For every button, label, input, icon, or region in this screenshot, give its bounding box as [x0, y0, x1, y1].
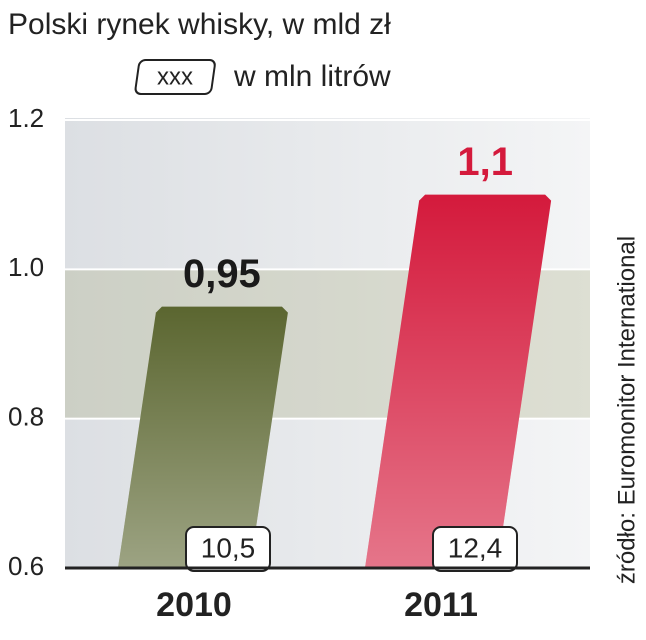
y-tick-label: 0.8: [8, 402, 44, 432]
y-tick-label: 1.2: [8, 103, 44, 133]
y-tick-label: 1.0: [8, 252, 44, 282]
x-tick-label: 2010: [156, 586, 232, 624]
value-label: 0,95: [183, 252, 261, 296]
bar-shade: [365, 194, 552, 568]
volume-badge: [185, 526, 271, 572]
value-label: 1,1: [457, 140, 513, 184]
chart-title: Polski rynek whisky, w mld zł: [8, 8, 391, 41]
volume-label: 12,4: [448, 532, 503, 563]
legend-badge-box: [134, 59, 216, 95]
legend-badge: xxx: [157, 63, 193, 90]
volume-label: 10,5: [201, 532, 256, 563]
y-tick-label: 0.6: [8, 551, 44, 581]
source: źródło: Euromonitor International: [613, 236, 640, 584]
volume-badge: [432, 526, 518, 572]
x-tick-label: 2011: [404, 586, 478, 624]
bar-shade: [118, 306, 288, 568]
legend-text: w mln litrów: [233, 60, 391, 93]
